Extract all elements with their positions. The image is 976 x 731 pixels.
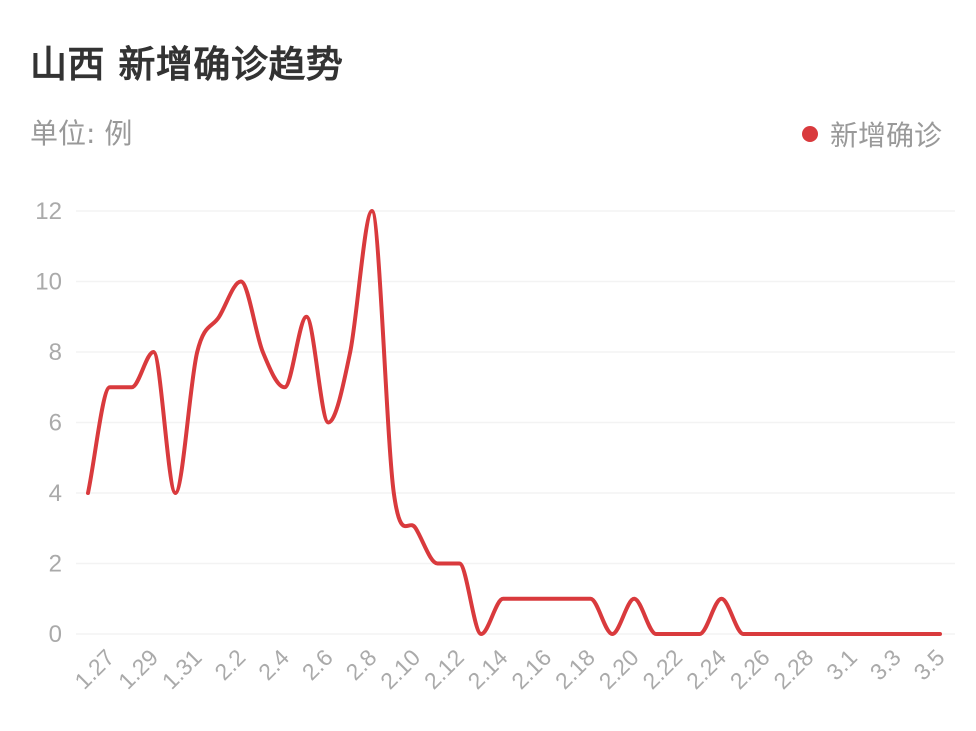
data-point[interactable] xyxy=(584,593,596,605)
data-point[interactable] xyxy=(388,487,400,499)
y-axis-ticks: 0 2 4 6 8 10 12 xyxy=(35,198,62,648)
x-tick-label: 2.14 xyxy=(463,644,513,694)
x-tick-label: 2.20 xyxy=(594,644,644,694)
data-point[interactable] xyxy=(475,628,487,640)
x-tick-label: 2.4 xyxy=(253,644,294,685)
x-tick-label: 3.1 xyxy=(821,644,862,685)
chart-title: 山西 新增确诊趋势 xyxy=(30,43,344,86)
y-tick-label: 4 xyxy=(49,480,62,507)
data-point[interactable] xyxy=(213,311,225,323)
data-point[interactable] xyxy=(497,593,509,605)
data-point[interactable] xyxy=(650,628,662,640)
x-tick-label: 2.24 xyxy=(681,644,731,694)
data-point[interactable] xyxy=(934,628,946,640)
legend-marker xyxy=(801,126,818,142)
x-tick-label: 2.26 xyxy=(725,644,775,694)
x-tick-label: 1.29 xyxy=(113,644,163,694)
data-point[interactable] xyxy=(803,628,815,640)
data-point[interactable] xyxy=(300,311,312,323)
data-point[interactable] xyxy=(410,522,422,534)
data-point[interactable] xyxy=(868,628,880,640)
data-point[interactable] xyxy=(344,346,356,358)
data-point[interactable] xyxy=(366,205,378,217)
x-tick-label: 1.27 xyxy=(69,644,119,694)
data-point[interactable] xyxy=(672,628,684,640)
y-tick-label: 6 xyxy=(49,410,62,437)
data-point[interactable] xyxy=(104,381,116,393)
data-point[interactable] xyxy=(737,628,749,640)
x-tick-label: 3.3 xyxy=(865,644,906,685)
data-point[interactable] xyxy=(759,628,771,640)
legend-label: 新增确诊 xyxy=(829,119,942,152)
series-layer xyxy=(82,205,946,640)
x-tick-label: 2.8 xyxy=(341,644,382,685)
data-point[interactable] xyxy=(257,346,269,358)
data-point[interactable] xyxy=(541,593,553,605)
data-point[interactable] xyxy=(191,346,203,358)
data-point[interactable] xyxy=(322,417,334,429)
x-tick-label: 2.12 xyxy=(419,644,469,694)
y-tick-label: 8 xyxy=(49,339,62,366)
x-tick-label: 1.31 xyxy=(157,644,207,694)
data-point[interactable] xyxy=(606,628,618,640)
data-point[interactable] xyxy=(235,276,247,288)
legend[interactable]: 新增确诊 xyxy=(801,114,942,154)
x-tick-label: 2.22 xyxy=(637,644,687,694)
data-point[interactable] xyxy=(890,628,902,640)
data-point[interactable] xyxy=(563,593,575,605)
data-point[interactable] xyxy=(781,628,793,640)
x-tick-label: 2.18 xyxy=(550,644,600,694)
data-point[interactable] xyxy=(716,593,728,605)
data-point[interactable] xyxy=(847,628,859,640)
data-point[interactable] xyxy=(279,381,291,393)
y-tick-label: 2 xyxy=(49,551,62,578)
y-tick-label: 12 xyxy=(35,198,62,225)
data-point[interactable] xyxy=(912,628,924,640)
data-point[interactable] xyxy=(628,593,640,605)
x-tick-label: 2.10 xyxy=(375,644,425,694)
unit-label: 单位: 例 xyxy=(30,117,133,150)
data-point[interactable] xyxy=(519,593,531,605)
series-line[interactable] xyxy=(86,209,942,636)
data-point[interactable] xyxy=(432,558,444,570)
data-point[interactable] xyxy=(825,628,837,640)
x-tick-label: 2.28 xyxy=(768,644,818,694)
data-point[interactable] xyxy=(126,381,138,393)
x-tick-label: 3.5 xyxy=(909,644,950,685)
x-tick-label: 2.6 xyxy=(297,644,338,685)
data-point[interactable] xyxy=(148,346,160,358)
data-point[interactable] xyxy=(82,487,94,499)
grid-lines xyxy=(76,210,955,635)
data-point[interactable] xyxy=(453,558,465,570)
y-tick-label: 0 xyxy=(49,621,62,648)
x-tick-label: 2.16 xyxy=(506,644,556,694)
x-tick-label: 2.2 xyxy=(209,644,250,685)
data-point[interactable] xyxy=(694,628,706,640)
x-axis-ticks: 1.271.291.31 2.2 2.4 2.6 2.82.102.122.142.16… xyxy=(69,644,949,694)
data-point[interactable] xyxy=(169,487,181,499)
y-tick-label: 10 xyxy=(35,269,62,296)
